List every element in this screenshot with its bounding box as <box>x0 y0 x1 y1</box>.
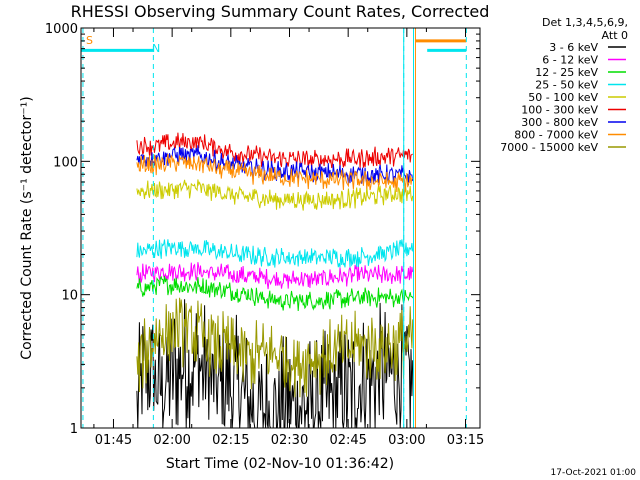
y-axis: 1 10 100 1000 <box>45 22 480 437</box>
x-axis-label: Start Time (02-Nov-10 01:36:42) <box>166 456 394 472</box>
series-line <box>136 299 414 429</box>
plot-frame <box>80 27 481 429</box>
y-tick-label: 10 <box>61 289 78 304</box>
x-tick-label: 03:15 <box>447 433 484 448</box>
legend-label: 6 - 12 keV <box>542 54 598 67</box>
legend-label: 100 - 300 keV <box>521 104 598 117</box>
flag-label: S <box>86 34 93 47</box>
legend-header: Det 1,3,4,5,6,9, <box>542 16 628 29</box>
x-tick-label: 02:45 <box>329 433 366 448</box>
legend-label: 12 - 25 keV <box>535 66 598 79</box>
x-tick-label: 02:00 <box>153 433 190 448</box>
x-tick-label: 03:00 <box>388 433 425 448</box>
chart-title: RHESSI Observing Summary Count Rates, Co… <box>71 2 490 21</box>
y-tick-label: 1 <box>70 422 78 437</box>
series-line <box>136 154 413 193</box>
series-line <box>136 297 414 398</box>
x-tick-label: 01:45 <box>95 433 132 448</box>
x-tick-label: 02:15 <box>212 433 249 448</box>
legend-label: 25 - 50 keV <box>535 79 598 92</box>
footer-date: 17-Oct-2021 01:00 <box>551 468 637 478</box>
x-tick-label: 02:30 <box>271 433 308 448</box>
legend-label: 50 - 100 keV <box>528 91 598 104</box>
series-line <box>136 262 414 290</box>
y-tick-label: 100 <box>53 155 78 170</box>
series-line <box>136 132 413 171</box>
x-axis: 01:45 02:00 02:15 02:30 02:45 03:00 03:15 <box>93 28 484 448</box>
y-tick-label: 1000 <box>45 22 78 37</box>
legend-header: Att 0 <box>602 29 628 42</box>
series-layer <box>136 132 414 429</box>
legend-label: 300 - 800 keV <box>521 116 598 129</box>
flag-layer: SN <box>81 28 467 428</box>
legend-label: 800 - 7000 keV <box>514 129 598 142</box>
legend-label: 7000 - 15000 keV <box>500 141 598 154</box>
y-axis-label: Corrected Count Rate (s⁻¹ detector⁻¹) <box>19 96 35 359</box>
flag-label: N <box>152 42 160 55</box>
series-line <box>136 239 414 268</box>
series-line <box>136 275 414 312</box>
legend-label: 3 - 6 keV <box>549 41 598 54</box>
